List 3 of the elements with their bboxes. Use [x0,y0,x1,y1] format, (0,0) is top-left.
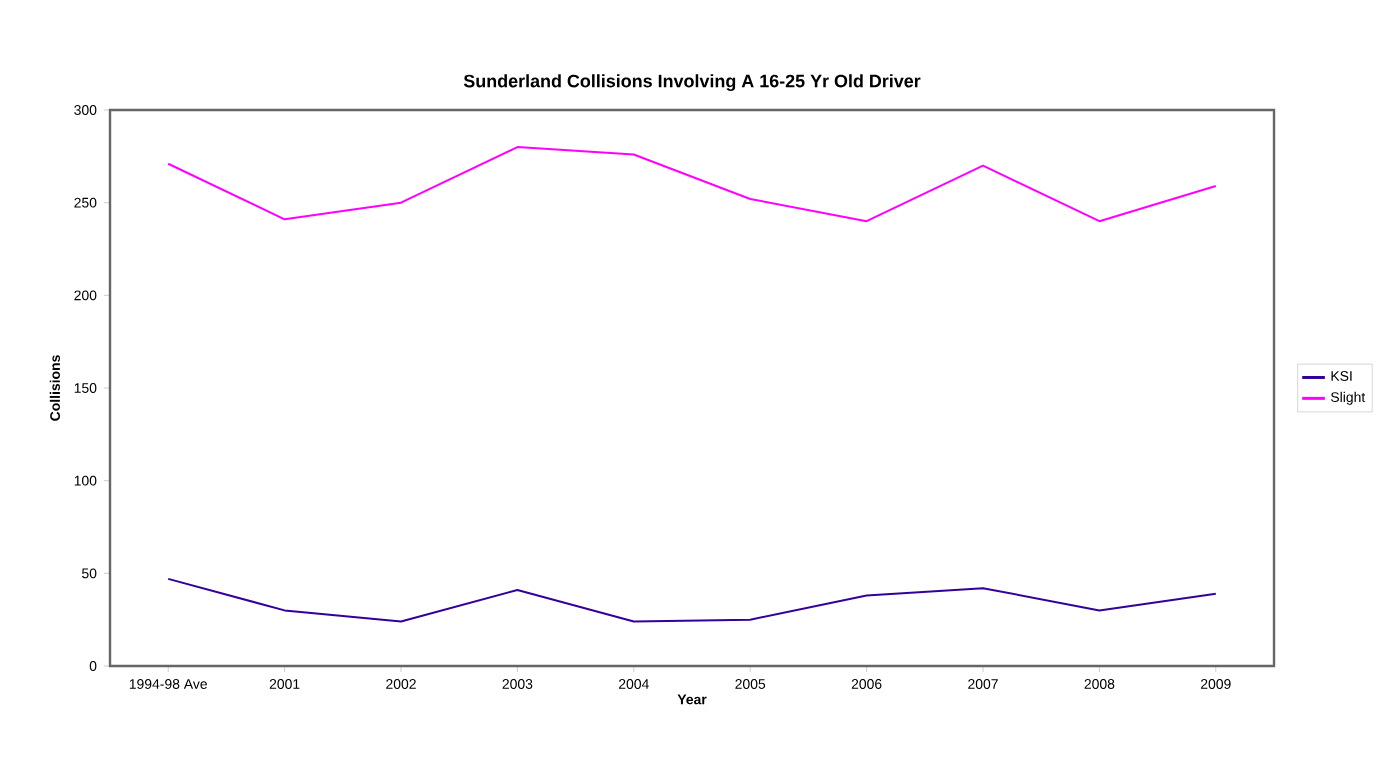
chart-title: Sunderland Collisions Involving A 16-25 Yr Old Driver [463,74,921,92]
line-series [167,577,1217,623]
line-series [167,146,1217,223]
